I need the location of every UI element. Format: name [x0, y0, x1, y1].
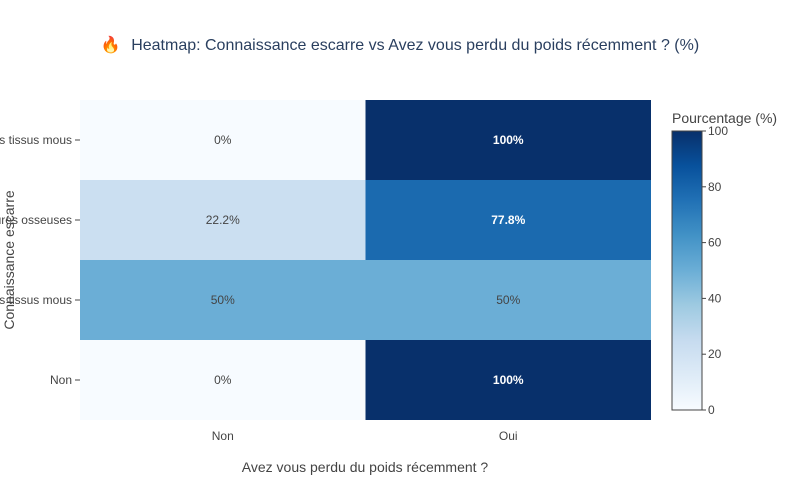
- colorbar-tick-label: 40: [708, 291, 722, 305]
- cell-value-label: 100%: [493, 373, 524, 387]
- x-tick-label: Oui: [499, 429, 518, 443]
- colorbar: Pourcentage (%) 0 20 40 60 80 100: [671, 110, 777, 417]
- cell-value-label: 50%: [211, 293, 235, 307]
- chart-title: 🔥 Heatmap: Connaissance escarre vs Avez …: [101, 35, 699, 54]
- heatmap-cell: [80, 100, 366, 180]
- svg-text:🔥 Heatmap: Connaissan: 🔥 Heatmap: Connaissance escarre vs Avez …: [101, 35, 699, 54]
- heatmap-cells: [80, 100, 651, 420]
- cell-value-label: 0%: [214, 133, 232, 147]
- x-axis-title: Avez vous perdu du poids récemment ?: [242, 459, 489, 475]
- y-tick-label: Oui, touchant les tissus mous: [0, 293, 72, 307]
- colorbar-gradient: [671, 130, 703, 411]
- cell-value-label: 50%: [496, 293, 520, 307]
- colorbar-ticks: 0 20 40 60 80 100: [702, 124, 728, 417]
- colorbar-tick-label: 100: [708, 124, 728, 138]
- heatmap-cell: [80, 340, 366, 420]
- colorbar-tick-label: 20: [708, 347, 722, 361]
- y-tick-label: Non: [50, 373, 72, 387]
- cell-value-label: 77.8%: [491, 213, 525, 227]
- chart-title-text: Heatmap: Connaissance escarre vs Avez vo…: [131, 37, 699, 54]
- heatmap-cell: [80, 260, 366, 340]
- fire-icon: 🔥: [101, 35, 121, 54]
- y-axis-ticks: Oui, touchant les tissus mous Oui, toucha…: [0, 133, 80, 387]
- heatmap-cell: [80, 180, 366, 260]
- colorbar-title: Pourcentage (%): [672, 110, 777, 126]
- heatmap-cell-labels: 0% 100% 22.2% 77.8% 50% 50% 0% 100%: [206, 133, 526, 387]
- colorbar-tick-label: 0: [708, 403, 715, 417]
- heatmap-cell: [365, 100, 651, 180]
- heatmap-cell: [365, 260, 651, 340]
- y-axis-title: Connaissance escarre: [1, 190, 17, 330]
- heatmap-cell: [365, 340, 651, 420]
- heatmap-cell: [365, 180, 651, 260]
- cell-value-label: 100%: [493, 133, 524, 147]
- cell-value-label: 0%: [214, 373, 232, 387]
- x-tick-label: Non: [212, 429, 234, 443]
- y-tick-label: Oui, touchant les structures osseuses: [0, 213, 72, 227]
- colorbar-tick-label: 60: [708, 236, 722, 250]
- x-axis-ticks: Non Oui: [212, 429, 518, 443]
- colorbar-tick-label: 80: [708, 180, 722, 194]
- y-tick-label: Oui, touchant les tissus mous: [0, 133, 72, 147]
- cell-value-label: 22.2%: [206, 213, 240, 227]
